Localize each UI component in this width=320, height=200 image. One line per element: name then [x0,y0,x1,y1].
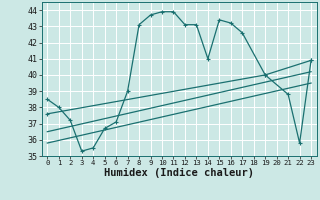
X-axis label: Humidex (Indice chaleur): Humidex (Indice chaleur) [104,168,254,178]
